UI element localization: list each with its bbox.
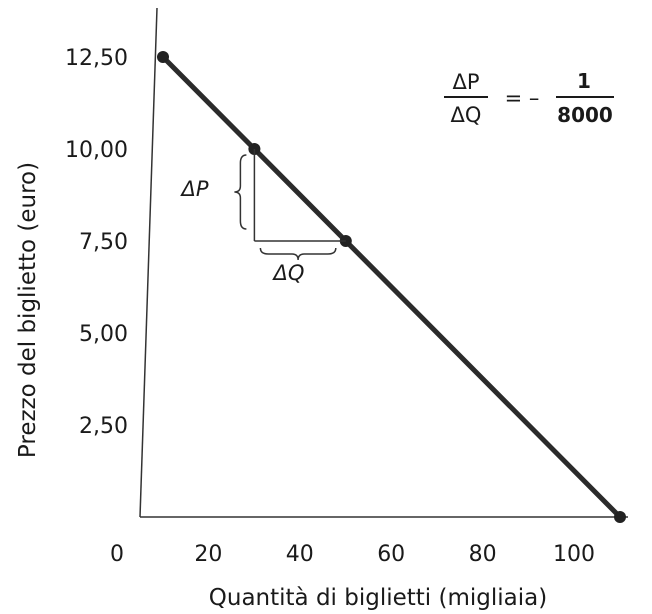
formula-numerator: ΔP [452,70,479,94]
y-tick-label: 10,00 [65,138,128,163]
formula-value-numerator: 1 [577,69,591,93]
y-tick-label: 7,50 [79,230,128,255]
demand-line [160,54,623,520]
x-axis-label: Quantità di biglietti (migliaia) [209,585,547,611]
delta-q-brace [259,247,337,261]
y-axis-label: Prezzo del biglietto (euro) [15,162,41,458]
formula-equals: = – [505,86,540,110]
formula-denominator: ΔQ [451,103,482,127]
y-tick-label: 12,50 [65,46,128,71]
series-layer [157,51,626,523]
delta-triangle [234,149,346,261]
y-tick-label: 5,00 [79,322,128,347]
x-tick-label: 20 [194,542,222,567]
x-tick-label: 60 [377,542,405,567]
delta-q-label: ΔQ [272,261,305,285]
x-tick-label: 80 [469,542,497,567]
y-axis-line [139,7,158,518]
x-tick-label: 0 [110,542,124,567]
slope-formula: ΔP ΔQ = – 1 8000 [444,69,614,127]
delta-p-label: ΔP [179,177,208,201]
data-point [157,51,169,63]
x-tick-label: 100 [553,542,595,567]
formula-value-denominator: 8000 [557,103,613,127]
x-tick-labels: 0 20 40 60 80 100 [110,542,595,567]
y-tick-label: 2,50 [79,414,128,439]
x-tick-label: 40 [286,542,314,567]
y-tick-labels: 2,50 5,00 7,50 10,00 12,50 [65,46,128,439]
axes [139,7,628,518]
data-point [614,511,626,523]
delta-p-brace [234,154,247,230]
